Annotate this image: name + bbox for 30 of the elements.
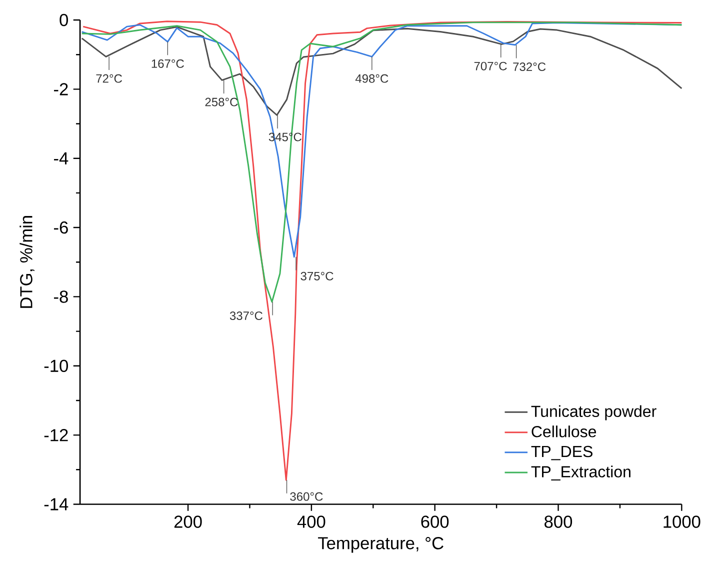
annotation: 167°C [152, 59, 184, 68]
y-tick-label: -10 [44, 360, 68, 372]
annotation: 258°C [205, 98, 238, 106]
line-series [82, 20, 682, 481]
y-tick-label: -14 [44, 498, 68, 510]
y-tick-label: -6 [54, 221, 68, 234]
line-series [81, 22, 682, 303]
y-axis-title: DTG, %/min [20, 216, 34, 308]
x-tick-label: 600 [421, 516, 449, 528]
x-tick-label: 1000 [664, 516, 700, 528]
x-tick-label: 400 [297, 516, 326, 528]
y-tick-label: -4 [54, 152, 68, 164]
legend-label: TP_DES [531, 446, 592, 460]
x-axis-title: Temperature, °C [318, 537, 444, 553]
x-tick-label: 800 [544, 516, 572, 528]
annotation: 360°C [290, 492, 323, 501]
annotation: 732°C [513, 62, 546, 72]
legend-label: TP_Extraction [531, 466, 630, 480]
y-tick-label: -2 [54, 83, 68, 96]
y-tick-label: -12 [44, 429, 68, 442]
annotation: 498°C [355, 74, 388, 83]
y-tick-label: -8 [54, 290, 68, 303]
annotation: 72°C [96, 74, 122, 83]
annotation: 337°C [230, 312, 263, 320]
annotation: 375°C [300, 272, 334, 280]
x-tick-label: 200 [174, 516, 202, 528]
legend-label: Tunicates powder [531, 405, 656, 420]
legend-label: Cellulose [532, 426, 596, 438]
annotation: 707°C [474, 62, 507, 70]
y-tick-label: 0 [60, 14, 68, 26]
